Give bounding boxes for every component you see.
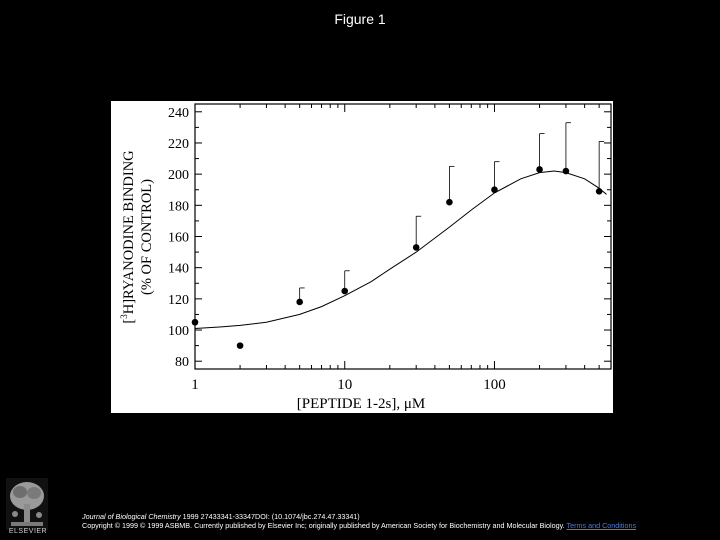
citation-details: 1999 27433341-33347DOI: (10.1074/jbc.274…: [180, 512, 360, 521]
y-tick-label: 180: [168, 199, 189, 214]
terms-link[interactable]: Terms and Conditions: [566, 521, 637, 530]
figure-panel: 80 100 120 140 160 180 200 220 240 1 10 100 [PEPTI…: [111, 101, 613, 413]
data-point: [236, 342, 244, 349]
x-tick-label: 100: [483, 377, 506, 393]
y-tick-label: 200: [168, 168, 189, 183]
y-tick-labels: 80 100 120 140 160 180 200 220 240: [168, 106, 189, 370]
y-tick-label: 240: [168, 106, 189, 121]
data-point: [446, 198, 453, 206]
data-point: [536, 166, 543, 173]
y-tick-label: 80: [175, 355, 189, 370]
tick-marks: [194, 104, 612, 369]
y-tick-label: 220: [168, 137, 189, 152]
y-tick-label: 100: [168, 324, 189, 339]
y-tick-label: 120: [168, 293, 189, 308]
slide-title: Figure 1: [334, 11, 386, 27]
plot-frame: [194, 103, 612, 370]
error-bars: [299, 122, 605, 302]
y-axis-label: [3H]RYANODINE BINDING: [119, 150, 137, 324]
data-point: [341, 287, 349, 295]
y-axis-label-line2: (% OF CONTROL): [139, 179, 155, 295]
data-point: [595, 187, 603, 195]
x-tick-label: 1: [191, 377, 199, 393]
copyright-text: Copyright © 1999 © 1999 ASBMB. Currently…: [82, 521, 565, 530]
x-axis-label: [PEPTIDE 1-2s], μM: [297, 396, 425, 412]
x-tick-label: 10: [337, 377, 352, 393]
axes: [194, 103, 612, 370]
data-point: [491, 186, 498, 194]
x-tick-labels: 1 10 100: [191, 377, 505, 393]
data-point: [191, 318, 199, 326]
publisher-name: ELSEVIER: [8, 528, 48, 535]
y-tick-label: 160: [168, 231, 189, 246]
data-point: [562, 167, 570, 175]
fit-curve: [194, 170, 607, 329]
binding-chart: 80 100 120 140 160 180 200 220 240 1 10 100 [PEPTI…: [119, 103, 612, 412]
elsevier-tree-logo: [6, 478, 48, 530]
y-tick-label: 140: [168, 262, 189, 277]
data-point: [412, 244, 420, 251]
data-point: [296, 298, 303, 306]
citation-block: Journal of Biological Chemistry 1999 274…: [82, 512, 702, 530]
data-points: [191, 166, 603, 349]
journal-name: Journal of Biological Chemistry: [82, 512, 181, 521]
